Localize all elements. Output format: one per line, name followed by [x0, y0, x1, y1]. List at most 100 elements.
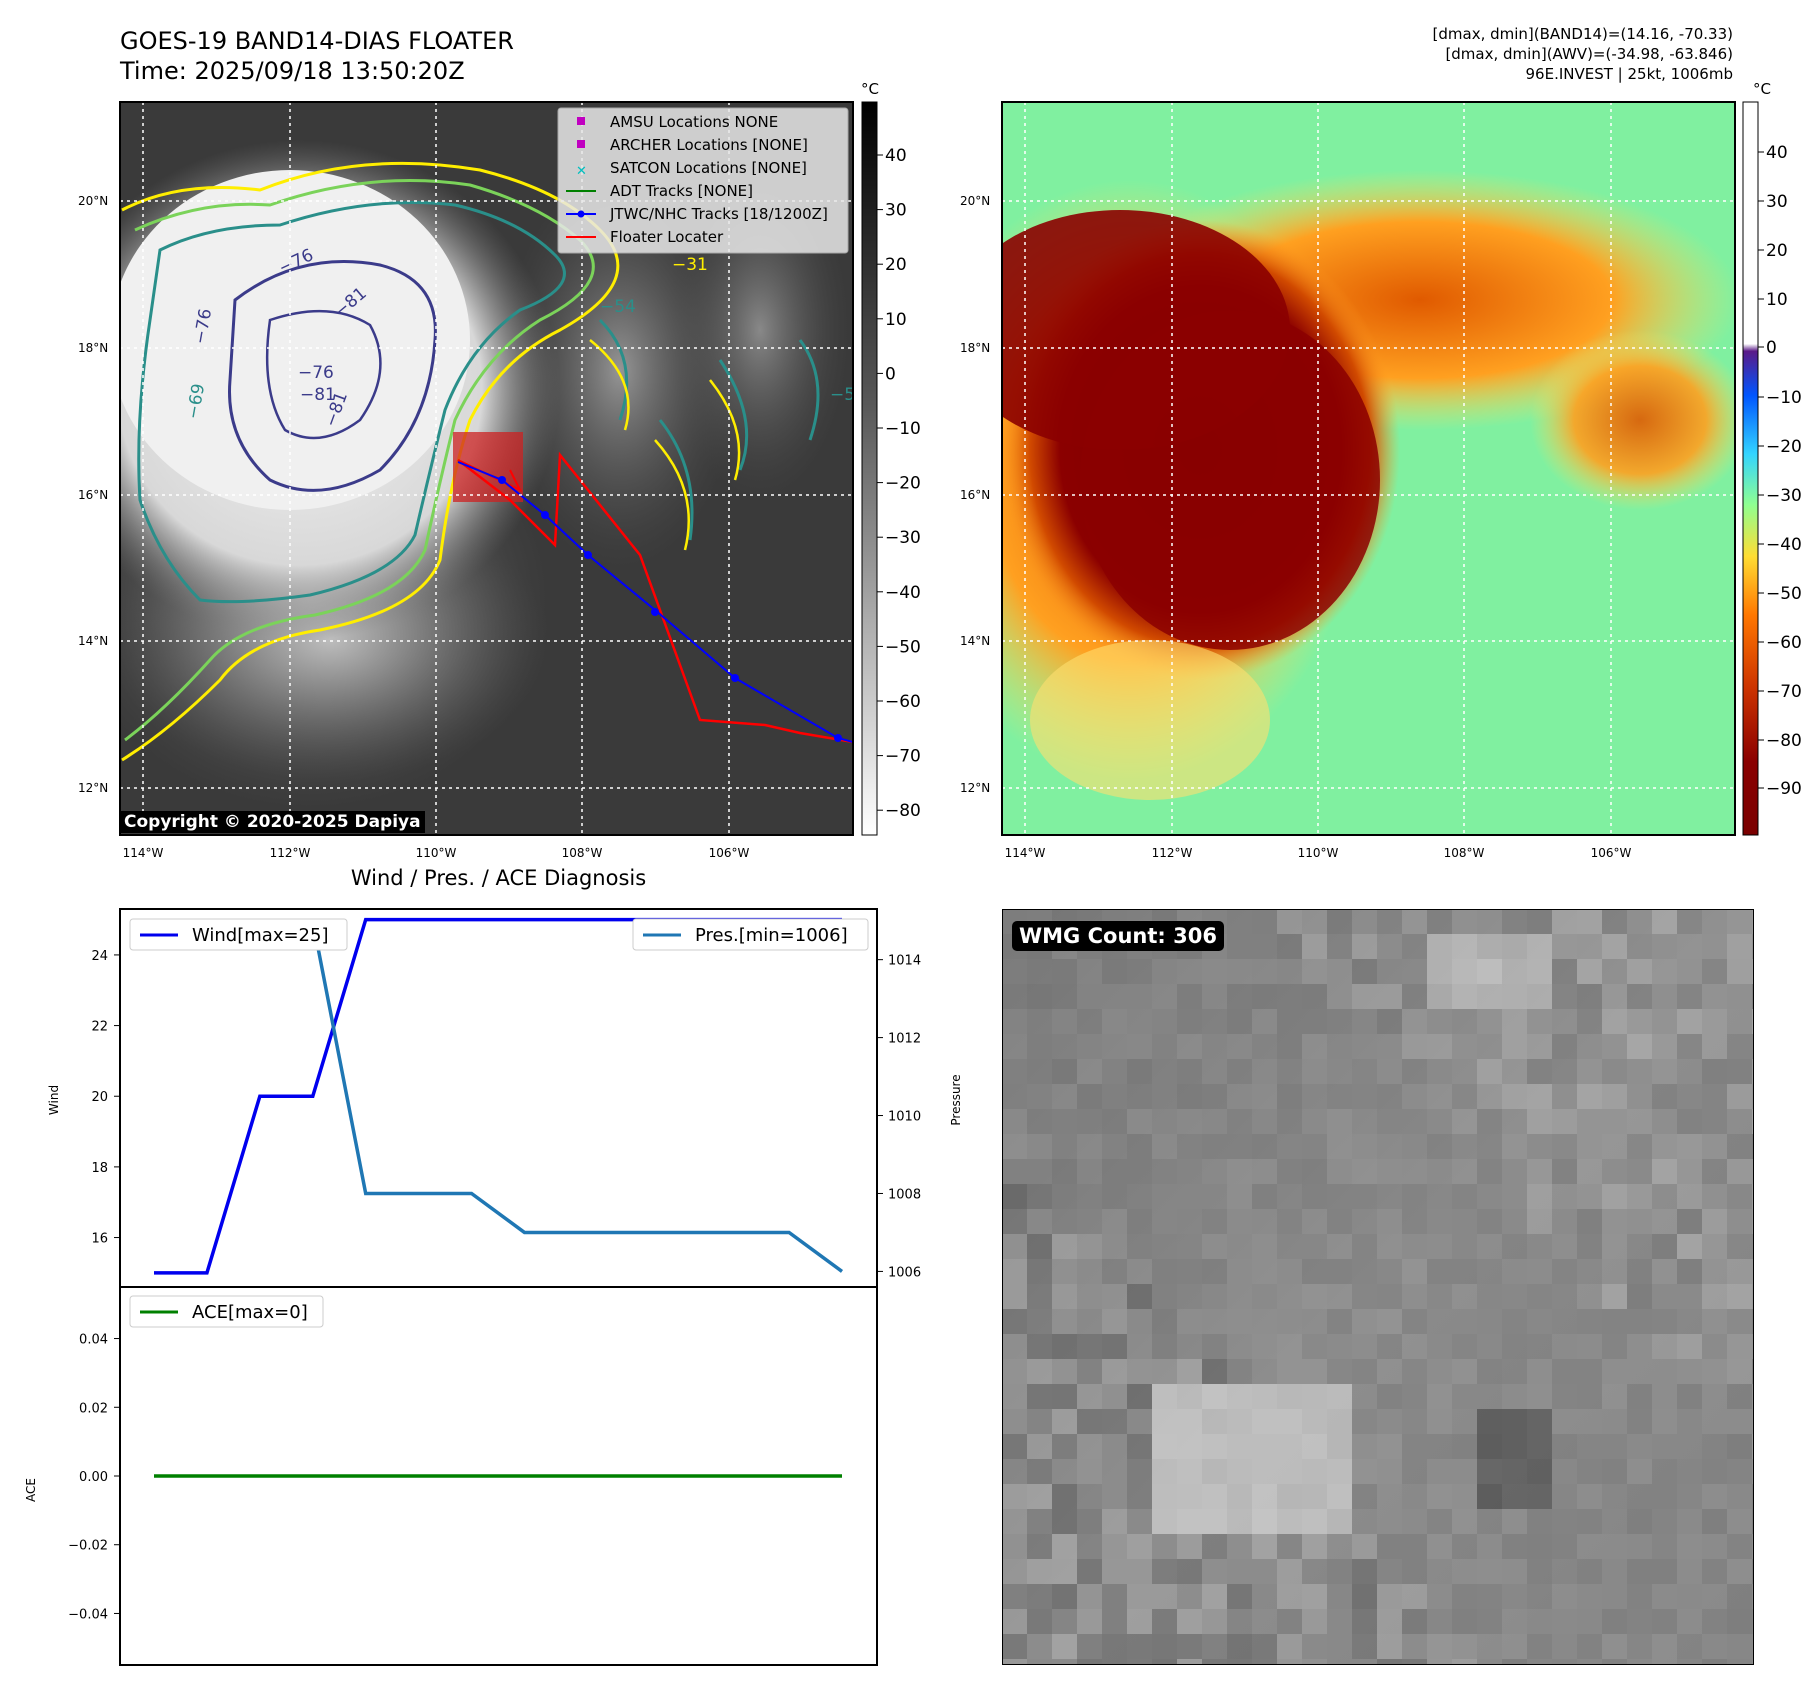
wind-tick-label: 22 [91, 1020, 108, 1035]
diagnosis-chart: 24 22 20 18 16 1014 1012 1010 1008 1006 0.04 0.02… [24, 908, 963, 1666]
lat-label: 18°N [78, 341, 108, 355]
jtwc-track [457, 461, 853, 743]
lat-label: 20°N [78, 194, 108, 208]
pressure-tick-label: 1014 [888, 954, 921, 969]
lon-label: 114°W [123, 846, 164, 860]
copyright-label: Copyright © 2020-2025 Dapiya [120, 811, 425, 833]
lon-label: 108°W [562, 846, 603, 860]
contour-label: −81 [300, 385, 336, 405]
ir-colorbar-unit: °C [861, 80, 879, 98]
track-legend: ✕ AMSU Locations NONE ARCHER Locations [… [557, 107, 849, 254]
lat-label: 18°N [960, 341, 990, 355]
awv-tick-label: −70 [1766, 682, 1802, 702]
awv-tick-label: −30 [1766, 486, 1802, 506]
lat-label: 20°N [960, 194, 990, 208]
legend-satcon: SATCON Locations [NONE] [610, 159, 807, 177]
title-line-time: Time: 2025/09/18 13:50:20Z [120, 57, 465, 85]
ir-tick-label: −50 [885, 637, 921, 657]
lon-label: 114°W [1005, 846, 1046, 860]
lat-label: 14°N [78, 634, 108, 648]
lon-label: 112°W [1152, 846, 1193, 860]
awv-tick-label: −10 [1766, 388, 1802, 408]
awv-tick-label: 30 [1766, 192, 1788, 212]
wind-tick-label: 20 [91, 1090, 108, 1105]
ir-lon-labels: 114°W 112°W 110°W 108°W 106°W [123, 846, 750, 860]
awv-panel [1002, 102, 1735, 835]
floater-locater-track [457, 451, 853, 744]
figure-title: GOES-19 BAND14-DIAS FLOATER Time: 2025/0… [120, 26, 514, 86]
ir-tick-label: −60 [885, 692, 921, 712]
ace-tick-label: −0.04 [68, 1607, 108, 1622]
lat-label: 12°N [78, 781, 108, 795]
ace-legend-text: ACE[max=0] [192, 1302, 308, 1323]
pressure-tick-label: 1012 [888, 1032, 921, 1047]
ir-lat-labels: 20°N 18°N 16°N 14°N 12°N [78, 194, 108, 795]
ir-tick-label: 0 [885, 364, 896, 384]
ir-tick-label: −10 [885, 419, 921, 439]
awv-colorbar [1742, 101, 1759, 836]
contour-label: −31 [672, 255, 708, 275]
ir-tick-label: 30 [885, 201, 907, 221]
floater-box [453, 432, 523, 502]
ir-tick-label: −20 [885, 474, 921, 494]
ir-gridlines [120, 102, 853, 835]
ir-colorbar [861, 101, 878, 836]
ace-tick-label: 0.04 [79, 1333, 108, 1348]
ir-tick-label: 20 [885, 255, 907, 275]
lon-label: 106°W [1591, 846, 1632, 860]
contour-label: −54 [600, 297, 636, 317]
lon-label: 112°W [270, 846, 311, 860]
wind-legend: Wind[max=25] [129, 918, 348, 951]
ir-tick-label: 40 [885, 146, 907, 166]
ir-tick-label: −70 [885, 747, 921, 767]
wmg-count-badge: WMG Count: 306 [1012, 921, 1224, 951]
lat-label: 14°N [960, 634, 990, 648]
contour-teal [137, 201, 566, 604]
awv-tick-label: −40 [1766, 535, 1802, 555]
contour-lightgreen [124, 179, 595, 742]
legend-adt: ADT Tracks [NONE] [610, 182, 753, 200]
stat-awv: [dmax, dmin](AWV)=(-34.98, -63.846) [1445, 45, 1733, 63]
awv-tick-label: 20 [1766, 241, 1788, 261]
pressure-legend: Pres.[min=1006] [632, 918, 869, 951]
stat-band14: [dmax, dmin](BAND14)=(14.16, -70.33) [1432, 25, 1733, 43]
legend-archer: ARCHER Locations [NONE] [610, 136, 808, 154]
contour-label: −76 [298, 363, 334, 383]
ace-legend: ACE[max=0] [129, 1295, 324, 1328]
wind-tick-label: 18 [91, 1161, 108, 1176]
awv-tick-label: 40 [1766, 143, 1788, 163]
diagnosis-title: Wind / Pres. / ACE Diagnosis [350, 866, 647, 890]
contour-darkblue [228, 260, 437, 492]
pressure-tick-label: 1006 [888, 1265, 921, 1280]
legend-jtwc: JTWC/NHC Tracks [18/1200Z] [609, 205, 828, 223]
pressure-axis-label: Pressure [949, 1074, 963, 1125]
awv-tick-label: −90 [1766, 779, 1802, 799]
satcon-marker-icon: ✕ [576, 164, 587, 179]
ir-tick-label: −30 [885, 528, 921, 548]
legend-amsu: AMSU Locations NONE [610, 113, 778, 131]
awv-tick-label: −80 [1766, 731, 1802, 751]
wind-tick-label: 24 [91, 949, 108, 964]
wind-legend-text: Wind[max=25] [192, 925, 329, 946]
pressure-legend-text: Pres.[min=1006] [695, 925, 848, 946]
amsu-marker-icon [577, 117, 585, 125]
ir-tick-label: −80 [885, 801, 921, 821]
pressure-tick-label: 1008 [888, 1187, 921, 1202]
awv-tick-label: 10 [1766, 290, 1788, 310]
awv-lon-labels: 114°W 112°W 110°W 108°W 106°W [1005, 846, 1632, 860]
awv-colorbar-ticks: 40 30 20 10 0 −10 −20 −30 −40 −50 −60 −70 −80 −90 [1758, 143, 1802, 799]
awv-tick-label: −50 [1766, 584, 1802, 604]
ir-colorbar-ticks: 40 30 20 10 0 −10 −20 −30 −40 −50 −60 −70 −80 [877, 146, 921, 821]
awv-tick-label: 0 [1766, 338, 1777, 358]
ir-tick-label: −40 [885, 583, 921, 603]
wmg-panel [1002, 909, 1754, 1665]
lat-label: 16°N [78, 488, 108, 502]
awv-tick-label: −20 [1766, 437, 1802, 457]
lon-label: 110°W [1298, 846, 1339, 860]
lat-label: 16°N [960, 488, 990, 502]
ace-axis-label: ACE [24, 1478, 38, 1502]
lat-label: 12°N [960, 781, 990, 795]
ace-tick-label: −0.02 [68, 1539, 108, 1554]
contour-yellow [121, 161, 620, 762]
ace-tick-label: 0.02 [79, 1401, 108, 1416]
